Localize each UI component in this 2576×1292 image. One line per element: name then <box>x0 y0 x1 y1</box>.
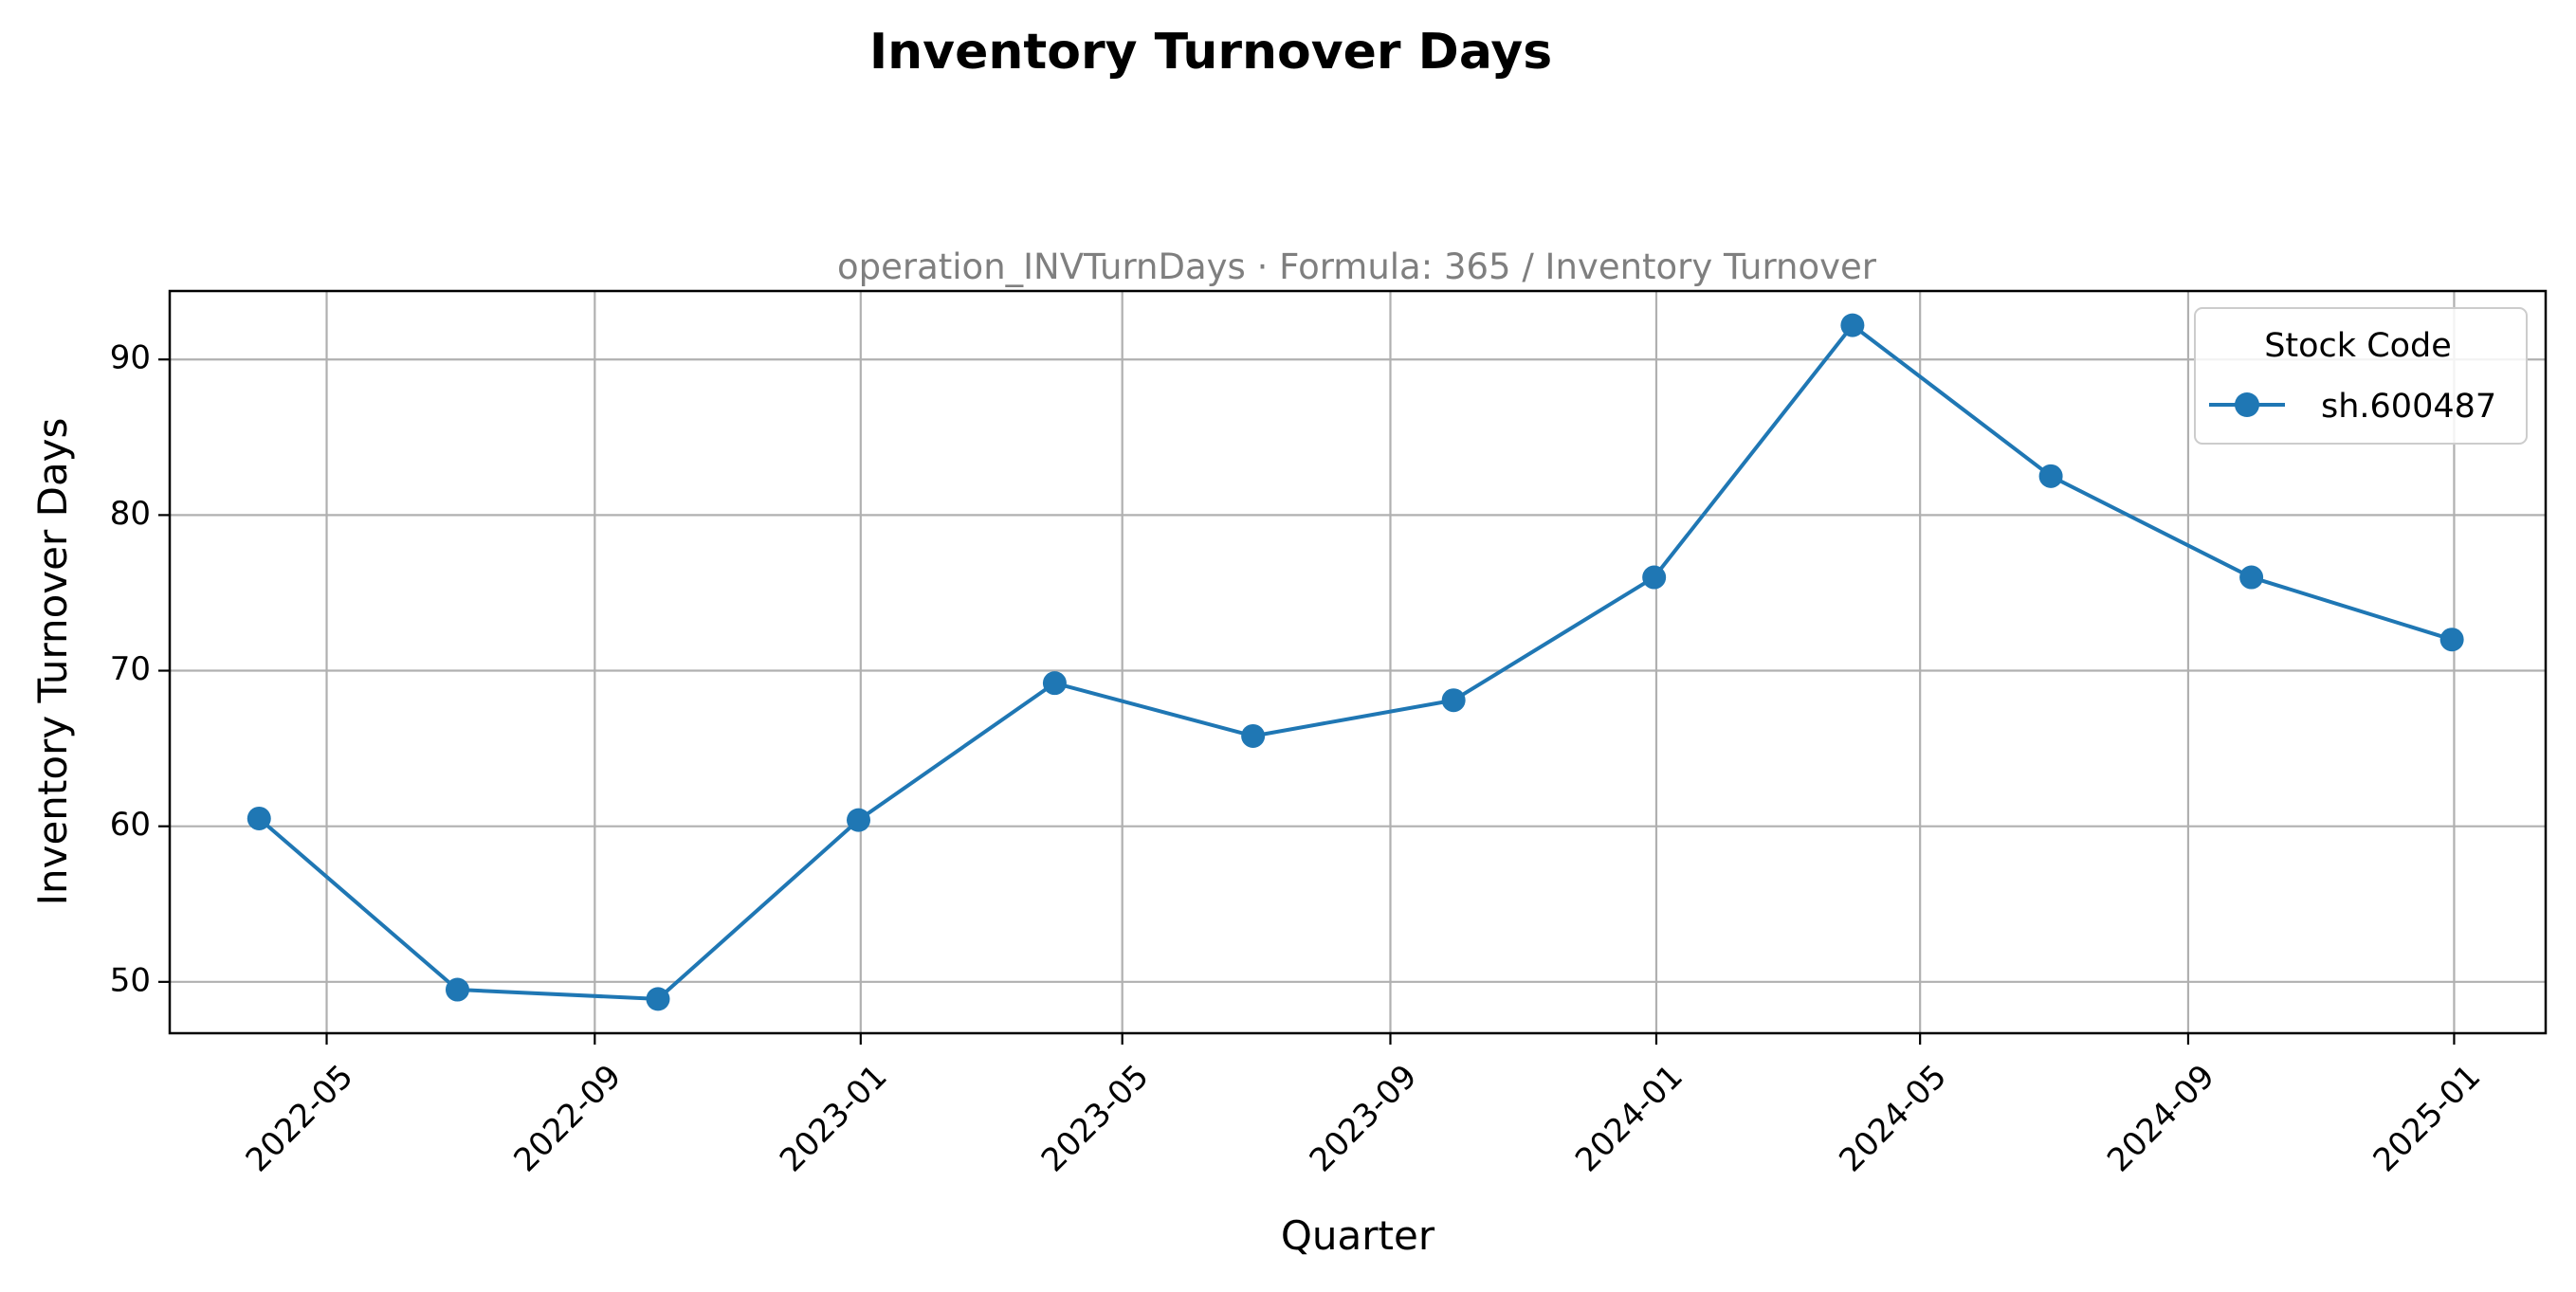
axis-ticks: 2022-05 2022-09 2023-01 2023-05 2023-09 2024-… <box>110 339 2489 1180</box>
x-tick-label: 2023-01 <box>773 1058 895 1180</box>
x-tick-label: 2024-01 <box>1568 1058 1690 1180</box>
data-point <box>847 808 871 832</box>
legend-series-marker <box>2235 392 2259 417</box>
series-line <box>257 323 2453 1001</box>
legend: Stock Code sh.600487 <box>2194 307 2528 445</box>
x-axis-label: Quarter <box>1281 1212 1435 1259</box>
x-tick-label: 2022-09 <box>506 1058 629 1180</box>
x-tick-label: 2023-09 <box>1303 1058 1425 1180</box>
legend-title: Stock Code <box>2264 327 2452 365</box>
legend-box <box>2194 307 2528 445</box>
x-tick-label: 2022-05 <box>239 1058 361 1180</box>
chart-subtitle: operation_INVTurnDays · Formula: 365 / I… <box>837 246 1877 287</box>
data-point <box>1241 723 1266 748</box>
data-series <box>247 313 2464 1011</box>
y-tick-label: 60 <box>110 806 151 844</box>
data-point <box>646 987 670 1011</box>
data-point <box>1840 313 1865 337</box>
data-point <box>2038 464 2063 488</box>
x-tick-label: 2024-09 <box>2100 1058 2222 1180</box>
x-tick-label: 2023-05 <box>1034 1058 1157 1180</box>
plot-frame <box>168 289 2548 1035</box>
x-tick-label: 2025-01 <box>2366 1058 2489 1180</box>
chart-title: Inventory Turnover Days <box>869 24 1552 81</box>
data-point <box>2439 628 2464 652</box>
grid-lines <box>170 291 2546 1033</box>
data-point <box>445 977 469 1002</box>
legend-series-label: sh.600487 <box>2321 388 2496 426</box>
data-point <box>2239 565 2264 590</box>
y-tick-label: 80 <box>110 495 151 533</box>
data-point <box>1042 671 1067 696</box>
x-tick-label: 2024-05 <box>1832 1058 1954 1180</box>
data-point <box>1441 688 1466 713</box>
y-tick-label: 50 <box>110 961 151 999</box>
y-axis-label: Inventory Turnover Days <box>29 418 76 906</box>
y-tick-label: 90 <box>110 339 151 377</box>
data-point <box>247 806 271 830</box>
data-point <box>1642 565 1667 590</box>
y-tick-label: 70 <box>110 650 151 688</box>
